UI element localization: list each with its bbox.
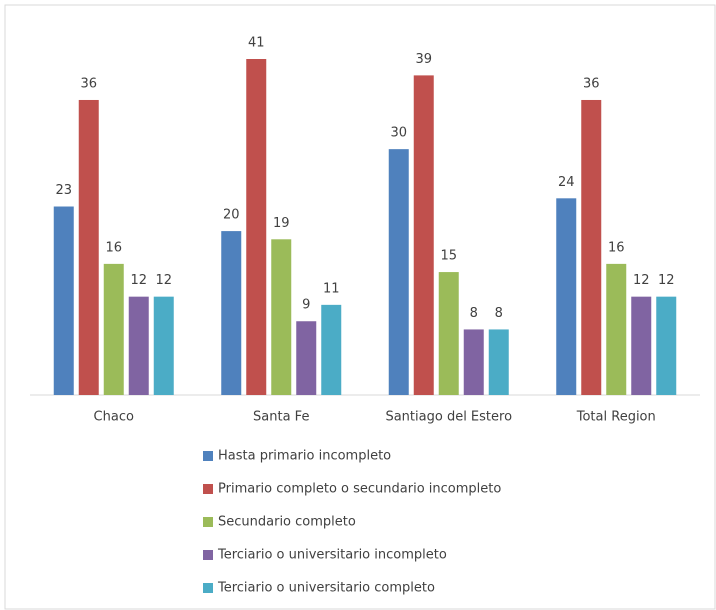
bar: [631, 296, 652, 395]
x-tick-label: Chaco: [94, 410, 134, 425]
bar: [321, 304, 342, 395]
bar: [296, 321, 317, 395]
bar: [606, 263, 627, 395]
data-label: 36: [80, 76, 97, 91]
legend-swatch: [203, 583, 213, 593]
legend-label: Terciario o universitario completo: [217, 581, 435, 596]
data-label: 36: [583, 76, 600, 91]
bar: [153, 296, 174, 395]
data-label: 23: [55, 183, 72, 198]
legend-swatch: [203, 451, 213, 461]
data-label: 24: [558, 175, 575, 190]
bar: [656, 296, 677, 395]
bar: [463, 329, 484, 395]
bar: [438, 272, 459, 395]
bar: [78, 99, 99, 395]
legend-label: Hasta primario incompleto: [218, 449, 391, 464]
bar: [388, 149, 409, 395]
data-label: 12: [130, 273, 147, 288]
data-label: 41: [248, 36, 265, 51]
legend-swatch: [203, 550, 213, 560]
bar: [128, 296, 149, 395]
legend-swatch: [203, 517, 213, 527]
data-label: 12: [155, 273, 172, 288]
bar: [581, 99, 602, 395]
legend-label: Secundario completo: [218, 515, 356, 530]
bar: [103, 263, 124, 395]
bar: [413, 75, 434, 395]
data-label: 16: [105, 240, 122, 255]
data-label: 12: [658, 273, 675, 288]
x-tick-label: Total Region: [576, 410, 656, 425]
data-label: 12: [633, 273, 650, 288]
chart-frame: [4, 4, 716, 610]
legend-swatch: [203, 484, 213, 494]
bar: [556, 198, 577, 395]
legend-label: Terciario o universitario incompleto: [217, 548, 447, 563]
legend-label: Primario completo o secundario incomplet…: [218, 482, 501, 497]
data-label: 30: [390, 126, 407, 141]
x-tick-label: Santiago del Estero: [385, 410, 512, 425]
bar: [488, 329, 509, 395]
data-label: 9: [302, 298, 310, 313]
data-label: 8: [495, 306, 503, 321]
bar: [271, 239, 292, 395]
x-tick-label: Santa Fe: [253, 410, 309, 425]
data-label: 16: [608, 240, 625, 255]
data-label: 11: [323, 281, 340, 296]
bar: [53, 206, 74, 395]
data-label: 15: [440, 249, 457, 264]
bar: [246, 59, 267, 395]
data-label: 39: [415, 52, 432, 67]
data-label: 8: [470, 306, 478, 321]
bar: [221, 231, 242, 395]
data-label: 20: [223, 208, 240, 223]
data-label: 19: [273, 216, 290, 231]
